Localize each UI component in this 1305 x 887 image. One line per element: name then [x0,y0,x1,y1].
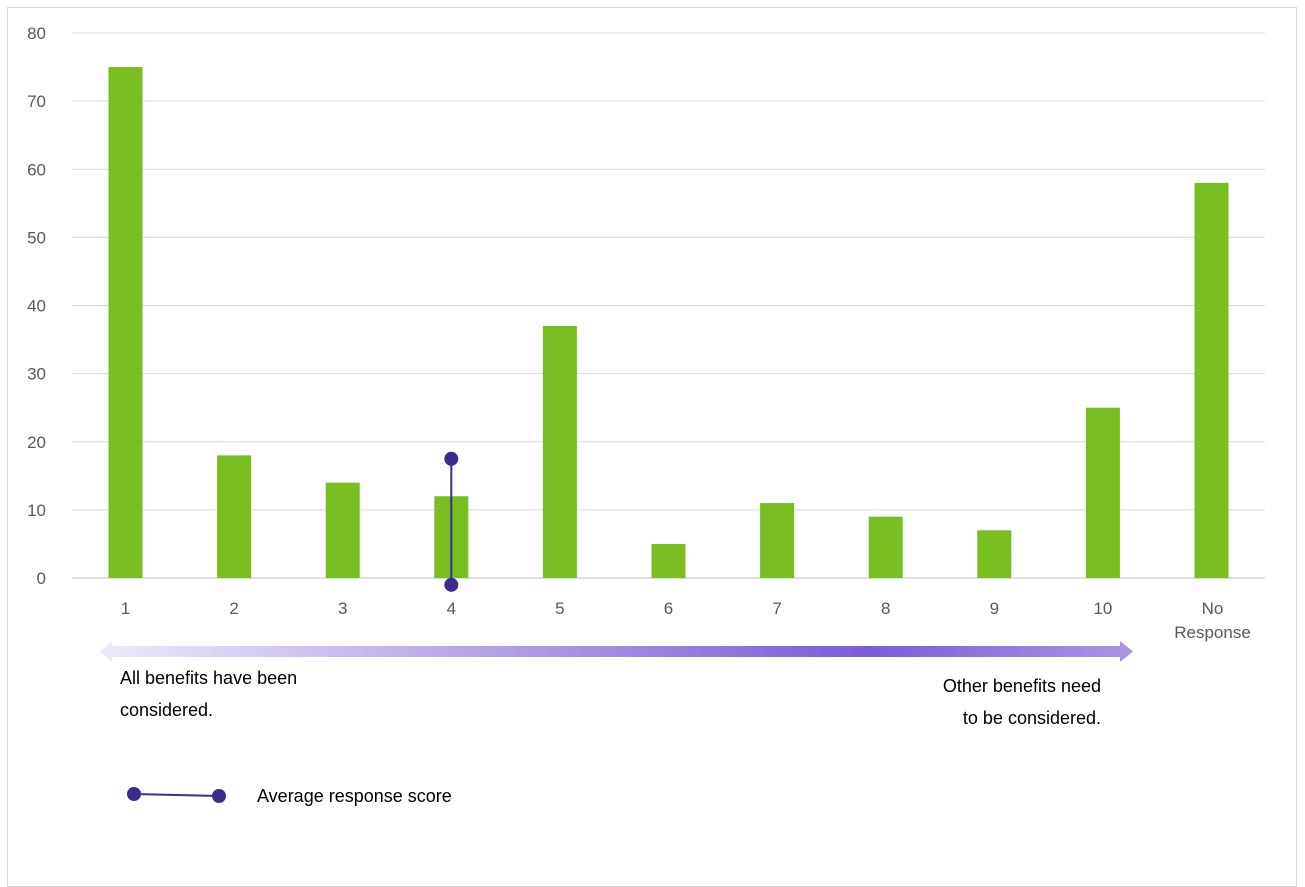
bar-3 [325,482,360,578]
x-tick-label: 10 [1093,599,1112,618]
scale-arrow-left-head [100,641,112,662]
y-tick-label: 20 [27,433,46,452]
x-tick-label: 9 [990,599,999,618]
gridlines [72,32,1265,579]
x-tick-label: 5 [555,599,564,618]
y-tick-label: 0 [37,569,46,588]
x-tick-label: No [1202,599,1224,618]
bar-6 [651,543,686,578]
legend-label: Average response score [257,786,452,806]
bar-9 [977,530,1012,578]
x-tick-label: 2 [229,599,238,618]
legend-marker-start [127,787,141,801]
average-marker [444,451,459,592]
bar-7 [760,503,795,578]
y-tick-label: 10 [27,501,46,520]
y-tick-label: 60 [27,160,46,179]
bar-8 [868,516,903,578]
left-note-line-1: All benefits have been [120,668,297,688]
scale-arrow [100,641,1133,662]
bar-2 [217,455,252,578]
y-tick-label: 70 [27,92,46,111]
y-axis-ticks: 0 10 20 30 40 50 60 70 80 [27,24,46,588]
average-marker-top [444,451,459,466]
bar-1 [108,67,143,578]
x-tick-label: 4 [447,599,456,618]
left-note: All benefits have been considered. [120,668,297,720]
bar-5 [542,325,577,578]
x-tick-label: 6 [664,599,673,618]
left-note-line-2: considered. [120,700,213,720]
right-note: Other benefits need to be considered. [943,676,1101,728]
right-note-line-2: to be considered. [963,708,1101,728]
x-tick-label: 7 [772,599,781,618]
legend: Average response score [127,786,452,806]
bar-no-response [1194,182,1229,578]
x-tick-label: 3 [338,599,347,618]
y-tick-label: 40 [27,297,46,316]
x-axis-ticks: 1 2 3 4 5 6 7 8 9 10 No Response [121,599,1251,642]
legend-line [133,793,220,797]
average-marker-bottom [444,577,459,592]
scale-arrow-right-head [1120,641,1133,662]
y-tick-label: 30 [27,365,46,384]
scale-arrow-shaft [108,646,1121,657]
y-tick-label: 80 [27,24,46,43]
right-note-line-1: Other benefits need [943,676,1101,696]
x-tick-label: Response [1174,623,1251,642]
y-tick-label: 50 [27,228,46,247]
bars [108,67,1229,578]
bar-10 [1085,407,1120,578]
x-tick-label: 1 [121,599,130,618]
legend-marker-end [212,789,226,803]
x-tick-label: 8 [881,599,890,618]
